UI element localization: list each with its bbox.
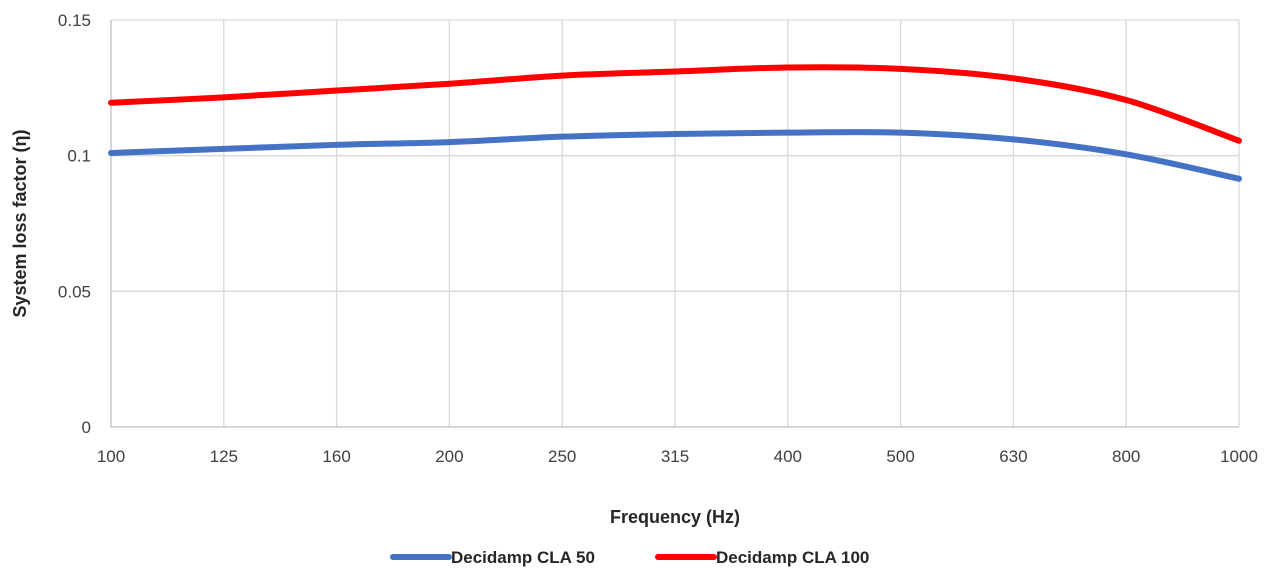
x-tick-label: 400	[774, 447, 802, 466]
x-tick-label: 315	[661, 447, 689, 466]
x-tick-label: 500	[886, 447, 914, 466]
y-tick-label: 0.15	[58, 11, 91, 30]
x-tick-label: 160	[322, 447, 350, 466]
x-tick-label: 200	[435, 447, 463, 466]
x-tick-label: 1000	[1220, 447, 1258, 466]
axes	[110, 20, 1239, 428]
series-line-2	[108, 64, 1242, 144]
legend-label-1: Decidamp CLA 50	[451, 548, 595, 567]
gridlines	[111, 19, 1240, 427]
x-tick-label: 250	[548, 447, 576, 466]
x-axis-title: Frequency (Hz)	[610, 507, 740, 527]
legend: Decidamp CLA 50 Decidamp CLA 100	[390, 548, 869, 567]
series-lines	[108, 64, 1242, 182]
y-tick-label: 0.1	[67, 147, 91, 166]
legend-label-2: Decidamp CLA 100	[716, 548, 869, 567]
y-axis-title: System loss factor (η)	[10, 129, 30, 317]
tick-labels: 0 0.05 0.1 0.15 100 125 160 200 250 315 400 500 630 8…	[58, 11, 1258, 466]
series-line-1	[108, 129, 1242, 182]
y-tick-label: 0.05	[58, 282, 91, 301]
y-tick-label: 0	[82, 418, 91, 437]
x-tick-label: 100	[97, 447, 125, 466]
x-tick-label: 125	[210, 447, 238, 466]
x-tick-label: 800	[1112, 447, 1140, 466]
x-tick-label: 630	[999, 447, 1027, 466]
